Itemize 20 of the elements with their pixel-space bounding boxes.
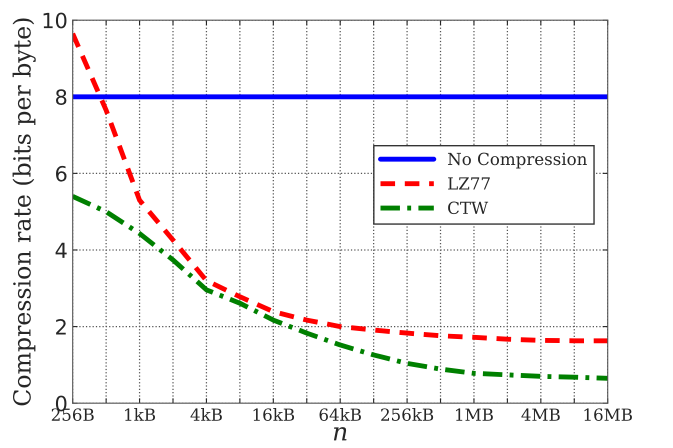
- x-tick-label: 64kB: [320, 408, 361, 421]
- x-tick-label: 4MB: [521, 408, 560, 421]
- x-tick-label: 1MB: [456, 408, 493, 421]
- legend-label: LZ77: [448, 177, 490, 190]
- y-tick-label: 8: [56, 89, 66, 105]
- x-tick-label: 256kB: [381, 408, 434, 421]
- legend-label: CTW: [448, 202, 488, 214]
- line-series: [72, 194, 608, 381]
- legend-label: No Compression: [448, 152, 587, 168]
- y-tick-label: 2: [56, 319, 66, 335]
- x-tick-label: 16kB: [254, 408, 294, 421]
- x-tick-label: 1kB: [125, 408, 156, 421]
- line-series: [72, 31, 608, 344]
- y-axis-title: Compression rate (bits per byte): [12, 18, 36, 406]
- y-tick-label: 4: [56, 242, 67, 258]
- x-tick-label: 16MB: [584, 408, 632, 421]
- y-tick-label: 6: [56, 166, 67, 182]
- x-axis-title: n: [334, 427, 347, 440]
- y-tick-label: 10: [44, 12, 66, 28]
- x-tick-label: 4kB: [190, 408, 222, 421]
